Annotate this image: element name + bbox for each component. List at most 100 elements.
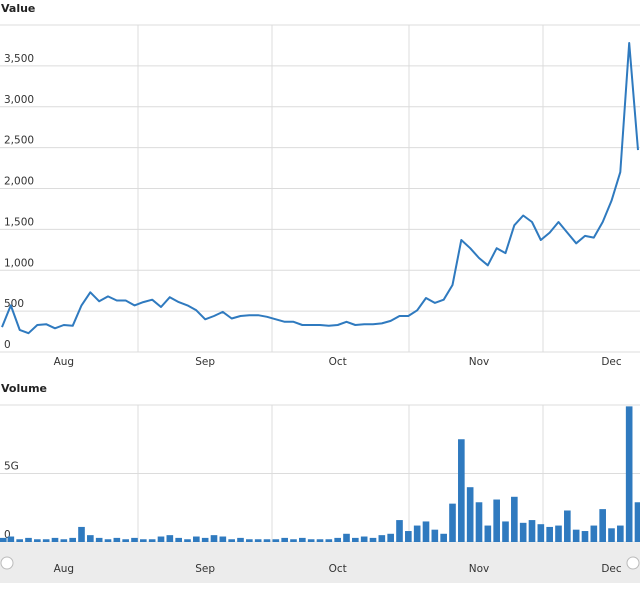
bar (237, 537, 244, 542)
y-tick-label: 500 (4, 298, 24, 310)
bar (210, 535, 218, 542)
bar (87, 535, 94, 542)
bar (564, 510, 571, 542)
bar (555, 525, 562, 542)
x-tick-label: Dec (601, 563, 622, 575)
bar (634, 502, 640, 542)
bar (466, 487, 474, 542)
bar (378, 535, 386, 542)
bar (7, 536, 15, 542)
bar (69, 537, 76, 542)
chart-title: Value (1, 2, 35, 15)
bar (440, 533, 447, 542)
bar (78, 526, 85, 542)
bar (608, 528, 615, 542)
bar (307, 539, 315, 542)
y-tick-label: 3,500 (4, 53, 34, 65)
bar (334, 537, 341, 542)
y-tick-label: 1,000 (4, 257, 34, 269)
bar (369, 537, 377, 542)
bar (16, 539, 23, 542)
bar (352, 537, 359, 542)
bar (122, 539, 129, 542)
x-tick-label: Nov (469, 356, 490, 368)
x-tick-label: Sep (195, 356, 215, 368)
x-tick-label: Oct (329, 563, 347, 575)
bar (546, 526, 553, 542)
bar (201, 537, 209, 542)
bar (325, 539, 333, 542)
bar (228, 539, 235, 542)
x-tick-label: Dec (601, 356, 622, 368)
bar (528, 520, 536, 542)
bar (511, 496, 518, 542)
bar (431, 529, 439, 542)
chart-title: Volume (1, 382, 47, 395)
bar (184, 539, 191, 542)
y-tick-label: 1,500 (4, 216, 34, 228)
bar (148, 539, 156, 542)
bar (157, 536, 165, 542)
bar (360, 536, 368, 542)
bar (458, 439, 465, 542)
bar (343, 533, 350, 542)
bar (405, 531, 412, 542)
x-tick-label: Sep (195, 563, 215, 575)
bar (140, 539, 147, 542)
bar (0, 537, 7, 542)
x-tick-label: Nov (469, 563, 490, 575)
bar (519, 522, 527, 542)
bar (299, 537, 306, 542)
x-tick-label: Aug (54, 356, 75, 368)
bar (113, 537, 121, 542)
bar (493, 499, 500, 542)
bar (387, 533, 394, 542)
bar (175, 537, 182, 542)
y-tick-label: 3,000 (4, 94, 34, 106)
bar (502, 521, 509, 542)
bar (484, 525, 492, 542)
bar (396, 520, 403, 542)
bar (625, 406, 633, 542)
bar (599, 509, 606, 542)
bar (413, 525, 421, 542)
bar (42, 539, 50, 542)
bar (475, 502, 483, 542)
bar (281, 537, 288, 542)
bar (290, 539, 297, 542)
month-grid (137, 25, 544, 542)
bar (254, 539, 262, 542)
bar (590, 525, 598, 542)
bar (537, 524, 545, 542)
y-tick-label: 2,500 (4, 135, 34, 147)
bar (246, 539, 253, 542)
bar (131, 537, 138, 542)
bar (272, 539, 280, 542)
navigator-handle[interactable] (0, 556, 14, 570)
bar (617, 525, 624, 542)
bar (51, 537, 59, 542)
y-tick-label: 5G (4, 461, 19, 473)
y-tick-label: 0 (4, 529, 11, 541)
bar (422, 521, 430, 542)
bar (581, 531, 589, 542)
bar (449, 503, 456, 542)
bar (263, 539, 271, 542)
bar (95, 537, 103, 542)
navigator-handle[interactable] (626, 556, 640, 570)
x-tick-label: Oct (329, 356, 347, 368)
bar (166, 535, 174, 542)
bar (34, 539, 41, 542)
bar (193, 536, 200, 542)
y-tick-label: 0 (4, 339, 11, 351)
x-tick-label: Aug (54, 563, 75, 575)
y-tick-label: 2,000 (4, 176, 34, 188)
bar (316, 539, 324, 542)
navigator[interactable] (0, 543, 640, 583)
bar (25, 537, 32, 542)
bar (219, 536, 227, 542)
line (1, 42, 639, 335)
bar (572, 529, 580, 542)
